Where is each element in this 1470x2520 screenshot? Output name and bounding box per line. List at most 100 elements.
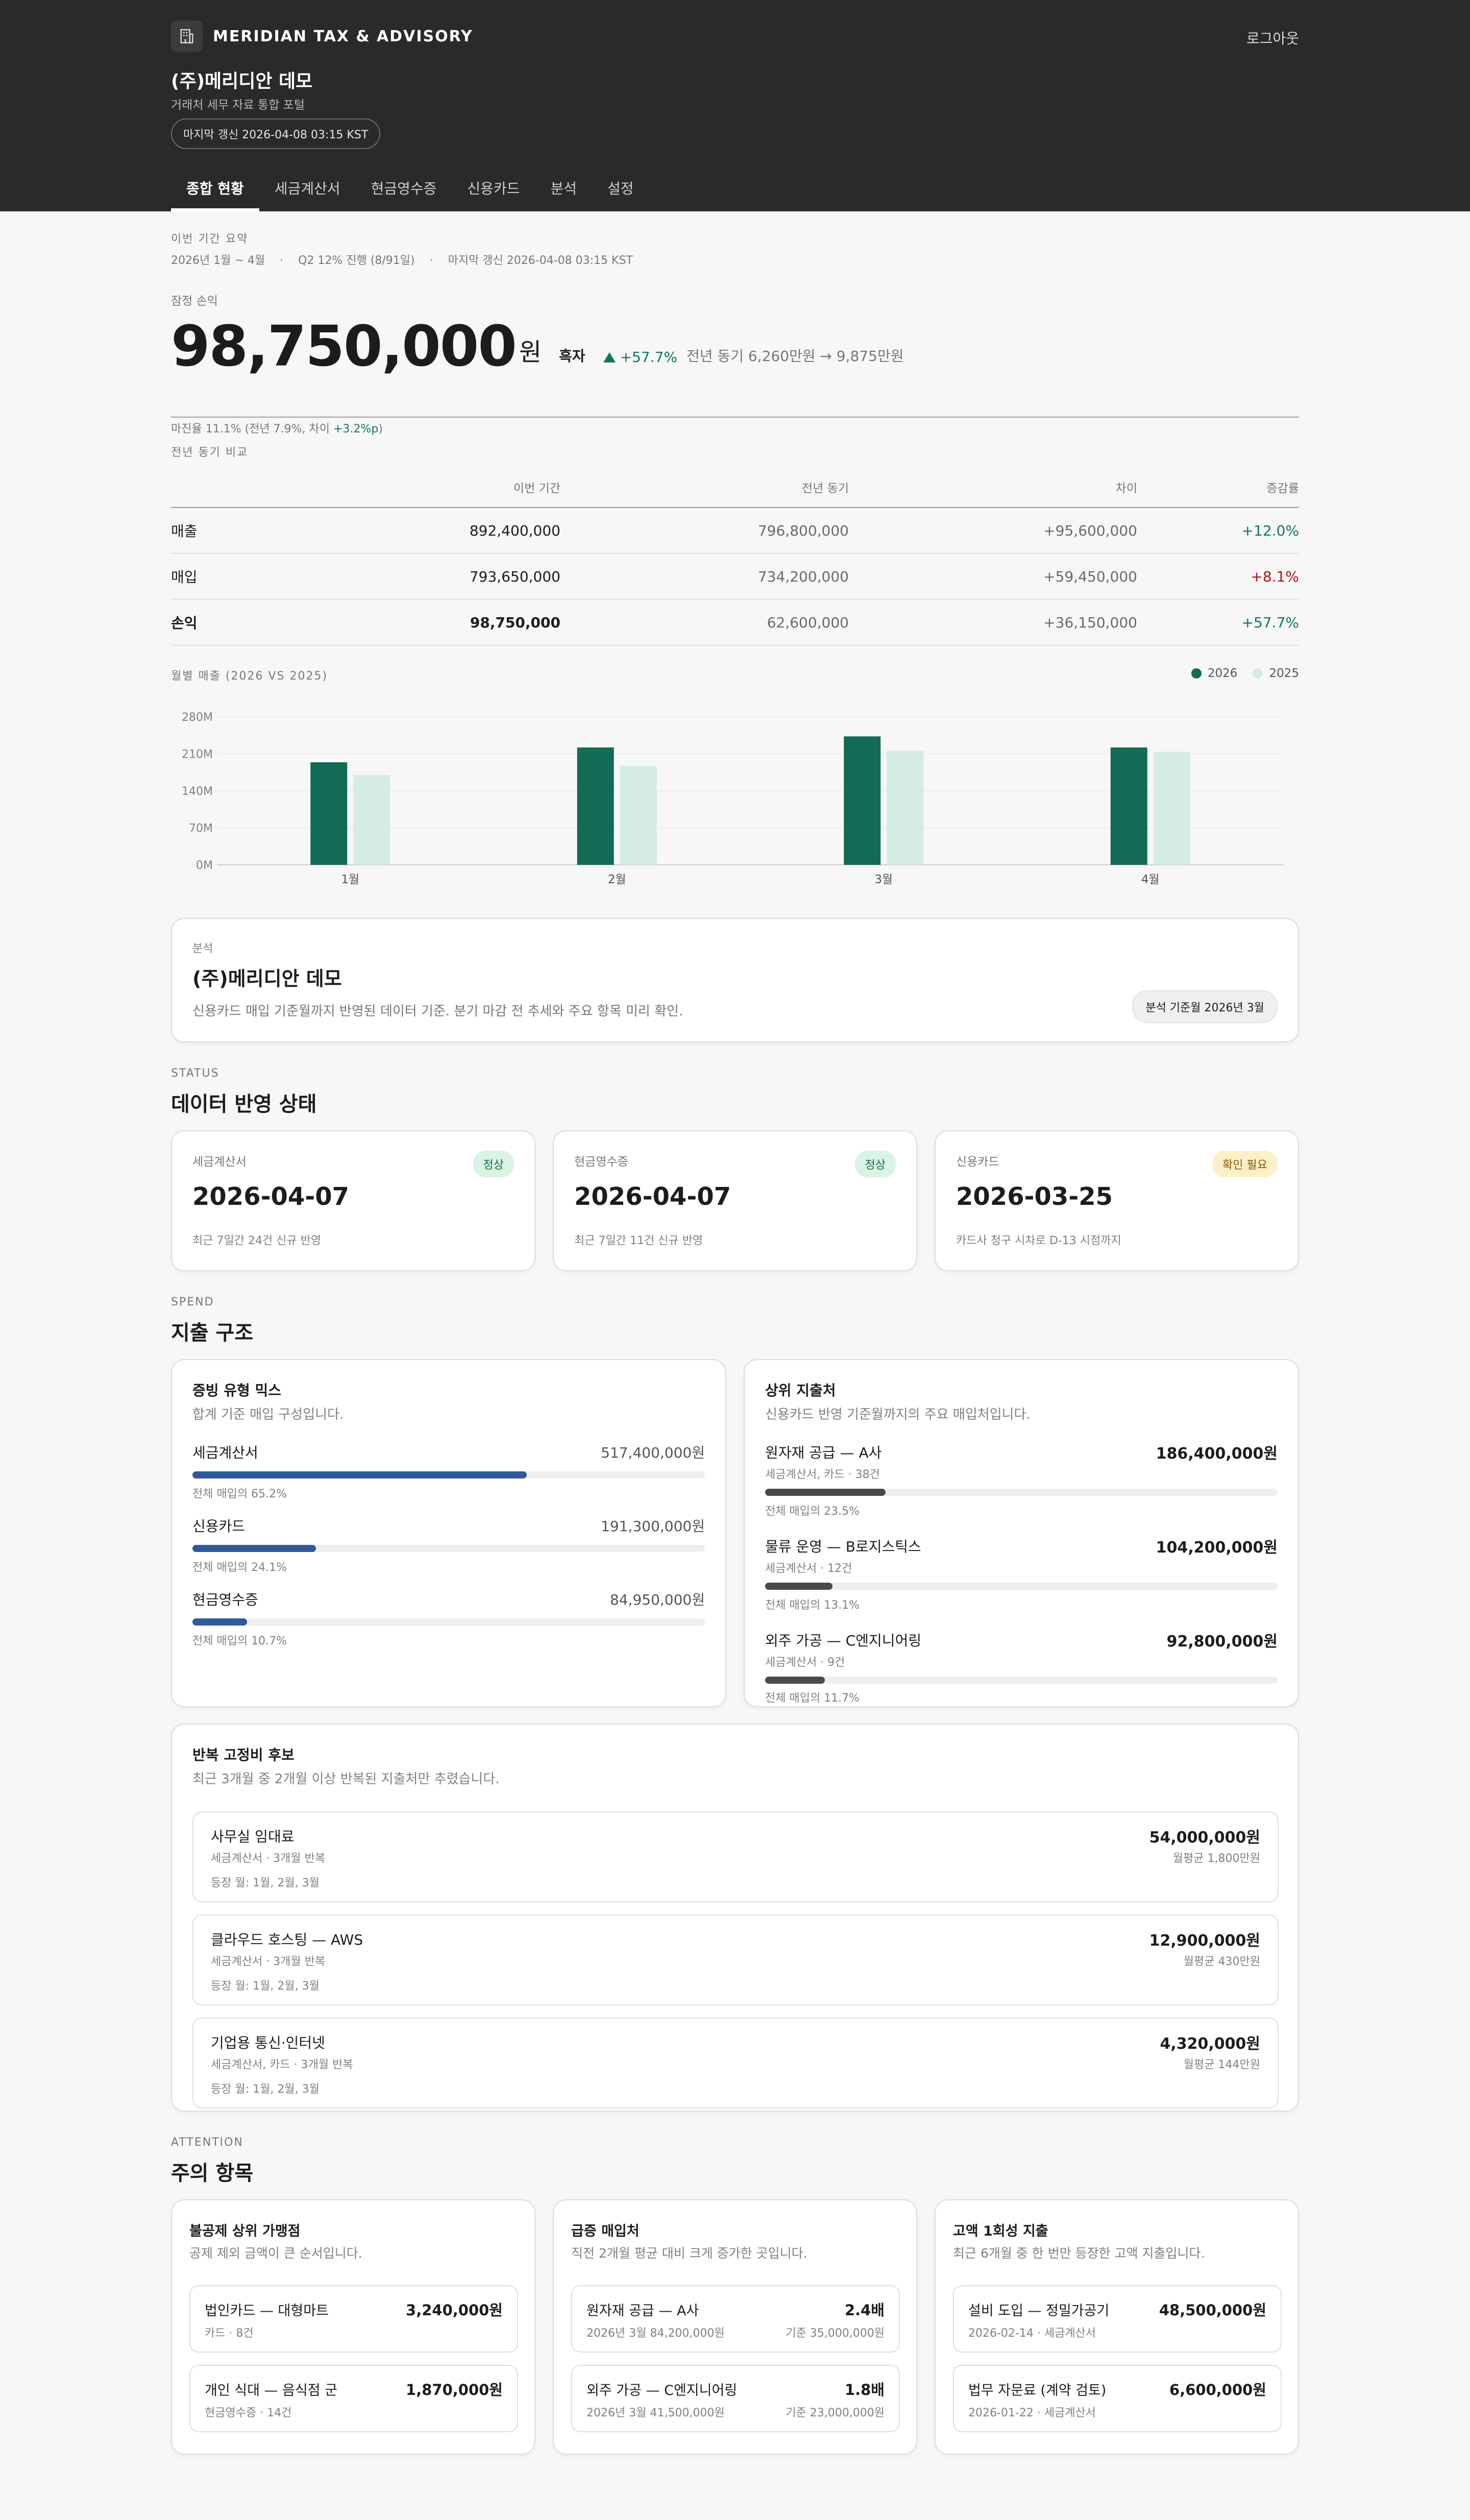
table-row: 매출 892,400,000 796,800,000 +95,600,000 +…	[171, 507, 1299, 554]
margin-text: 마진율 11.1% (전년 7.9%, 차이	[171, 423, 334, 435]
status-card-name: 현금영수증	[574, 1155, 628, 1169]
profit-value: 98,750,000	[171, 313, 517, 379]
top-header: MERIDIAN TAX & ADVISORY 로그아웃 (주)메리디안 데모 …	[0, 0, 1470, 211]
y-tick-label: 0M	[196, 859, 213, 872]
mix-bar-track	[192, 1618, 705, 1626]
row-current: 793,650,000	[324, 553, 560, 600]
tab-analysis[interactable]: 분석	[550, 180, 577, 197]
list-item[interactable]: 기업용 통신·인터넷 세금계산서, 카드 · 3개월 반복 등장 월: 1월, …	[192, 2018, 1279, 2109]
comparison-title: 전년 동기 비교	[171, 446, 249, 459]
attention-title: 주의 항목	[171, 2162, 254, 2185]
vendor-bar-fill	[765, 1489, 886, 1496]
chart-title: 월별 매출 (2026 VS 2025)	[171, 670, 328, 683]
attention-item-label: 개인 식대 — 음식점 군	[205, 2383, 338, 2398]
vendor-bar-track	[765, 1583, 1278, 1590]
bar-2026-3월	[844, 736, 881, 865]
attention-card-nondeductible: 불공제 상위 가맹점 공제 제외 금액이 큰 순서입니다. 법인카드 — 대형마…	[171, 2199, 535, 2455]
list-item[interactable]: 클라우드 호스팅 — AWS 세금계산서 · 3개월 반복 등장 월: 1월, …	[192, 1915, 1279, 2005]
attention-kicker: ATTENTION	[171, 2136, 243, 2149]
tab-overview[interactable]: 종합 현황	[171, 163, 259, 211]
row-previous: 62,600,000	[560, 599, 849, 646]
attention-item-meta: 카드 · 8건	[205, 2327, 254, 2340]
spend-kicker: SPEND	[171, 1296, 214, 1309]
chart-legend: 2026 2025	[1191, 667, 1299, 680]
y-tick-label: 280M	[182, 711, 213, 724]
attention-item-label: 법무 자문료 (계약 검토)	[968, 2383, 1107, 2398]
vendor-bar-track	[765, 1677, 1278, 1684]
mix-item-label: 세금계산서	[192, 1444, 258, 1461]
vendor-share: 전체 매입의 13.1%	[765, 1599, 860, 1612]
recurring-avg: 월평균 144만원	[1183, 2058, 1260, 2071]
table-row: 손익 98,750,000 62,600,000 +36,150,000 +57…	[171, 599, 1299, 646]
row-current: 892,400,000	[324, 507, 560, 554]
list-item[interactable]: 법무 자문료 (계약 검토) 2026-01-22 · 세금계산서 6,600,…	[953, 2365, 1282, 2432]
analysis-basis-pill: 분석 기준월 2026년 3월	[1132, 990, 1278, 1023]
mix-item-label: 신용카드	[192, 1518, 246, 1535]
recurring-meta: 세금계산서 · 3개월 반복	[211, 1955, 326, 1968]
mix-item-amount: 191,300,000원	[601, 1518, 705, 1535]
attention-card-desc: 최근 6개월 중 한 번만 등장한 고액 지출입니다.	[953, 2246, 1205, 2261]
top-vendors-card: 상위 지출처 신용카드 반영 기준월까지의 주요 매입처입니다. 원자재 공급 …	[744, 1359, 1299, 1707]
status-card-name: 신용카드	[956, 1155, 999, 1169]
mix-desc: 합계 기준 매입 구성입니다.	[192, 1407, 344, 1422]
change-indicator: +57.7%	[603, 349, 677, 366]
building-icon	[171, 20, 203, 52]
mix-item-share: 전체 매입의 10.7%	[192, 1635, 287, 1647]
change-detail: 전년 동기 6,260만원 → 9,875만원	[687, 348, 904, 365]
col-header-label	[171, 467, 324, 508]
tab-cash-receipt[interactable]: 현금영수증	[371, 180, 437, 197]
bar-2025-3월	[887, 750, 924, 865]
list-item[interactable]: 설비 도입 — 정밀가공기 2026-02-14 · 세금계산서 48,500,…	[953, 2285, 1282, 2353]
comparison-table: 이번 기간 전년 동기 차이 증감률 매출 892,400,000 796,80…	[171, 467, 1299, 646]
table-row: 매입 793,650,000 734,200,000 +59,450,000 +…	[171, 553, 1299, 600]
status-date: 2026-04-07	[574, 1182, 731, 1211]
portal-subtitle: 거래처 세무 자료 통합 포털	[171, 99, 305, 112]
row-label: 매출	[171, 507, 324, 554]
status-card-credit-card: 신용카드 확인 필요 2026-03-25 카드사 청구 시차로 D-13 시점…	[935, 1130, 1299, 1271]
col-header-previous: 전년 동기	[560, 467, 849, 508]
recurring-desc: 최근 3개월 중 2개월 이상 반복된 지출처만 추렸습니다.	[192, 1772, 500, 1787]
recurring-meta: 세금계산서, 카드 · 3개월 반복	[211, 2058, 353, 2071]
monthly-revenue-chart: 280M 210M 140M 70M 0M 1월 2월 3월 4월	[182, 711, 1284, 886]
attention-item-meta: 2026년 3월 41,500,000원	[586, 2407, 725, 2419]
triangle-up-icon	[603, 352, 616, 362]
row-previous: 734,200,000	[560, 553, 849, 600]
recurring-avg: 월평균 1,800만원	[1172, 1852, 1260, 1865]
bar-2026-1월	[310, 762, 348, 865]
vendor-meta: 세금계산서 · 9건	[765, 1656, 845, 1669]
attention-item-extra: 기준 23,000,000원	[786, 2407, 885, 2419]
list-item[interactable]: 사무실 임대료 세금계산서 · 3개월 반복 등장 월: 1월, 2월, 3월 …	[192, 1811, 1279, 1902]
tab-tax-invoice[interactable]: 세금계산서	[274, 180, 340, 197]
comparison-table-wrap: 이번 기간 전년 동기 차이 증감률 매출 892,400,000 796,80…	[171, 467, 1299, 646]
status-card-cash-receipt: 현금영수증 정상 2026-04-07 최근 7일간 11건 신규 반영	[553, 1130, 917, 1271]
tab-settings[interactable]: 설정	[607, 180, 634, 197]
attention-item-meta: 현금영수증 · 14건	[205, 2407, 292, 2419]
row-rate: +12.0%	[1137, 507, 1299, 554]
row-diff: +36,150,000	[849, 599, 1137, 646]
margin-close: )	[378, 423, 383, 435]
logout-link[interactable]: 로그아웃	[1246, 30, 1299, 47]
table-header-row: 이번 기간 전년 동기 차이 증감률	[171, 467, 1299, 508]
recurring-label: 기업용 통신·인터넷	[211, 2034, 325, 2051]
analysis-kicker: 분석	[192, 942, 213, 955]
legend-swatch-2025	[1253, 668, 1263, 679]
list-item[interactable]: 개인 식대 — 음식점 군 현금영수증 · 14건 1,870,000원	[189, 2365, 518, 2432]
x-tick-label: 2월	[608, 873, 626, 886]
col-header-diff: 차이	[849, 467, 1137, 508]
list-item[interactable]: 원자재 공급 — A사 2026년 3월 84,200,000원 2.4배 기준…	[571, 2285, 900, 2353]
row-current: 98,750,000	[324, 599, 560, 646]
tab-credit-card[interactable]: 신용카드	[467, 180, 520, 197]
mix-bar-fill	[192, 1545, 316, 1552]
change-pct: +57.7%	[620, 349, 678, 366]
mix-item-amount: 517,400,000원	[601, 1444, 705, 1461]
recurring-meta: 세금계산서 · 3개월 반복	[211, 1852, 326, 1865]
attention-card-title: 급증 매입처	[571, 2223, 640, 2239]
status-card-tax-invoice: 세금계산서 정상 2026-04-07 최근 7일간 24건 신규 반영	[171, 1130, 535, 1271]
x-tick-label: 3월	[874, 873, 893, 886]
list-item[interactable]: 외주 가공 — C엔지니어링 2026년 3월 41,500,000원 1.8배…	[571, 2365, 900, 2432]
list-item[interactable]: 법인카드 — 대형마트 카드 · 8건 3,240,000원	[189, 2285, 518, 2353]
attention-item-label: 외주 가공 — C엔지니어링	[586, 2383, 738, 2398]
main-nav: 종합 현황 세금계산서 현금영수증 신용카드 분석 설정	[171, 163, 649, 211]
legend-label-2026: 2026	[1207, 667, 1238, 680]
vendor-share: 전체 매입의 23.5%	[765, 1505, 860, 1518]
